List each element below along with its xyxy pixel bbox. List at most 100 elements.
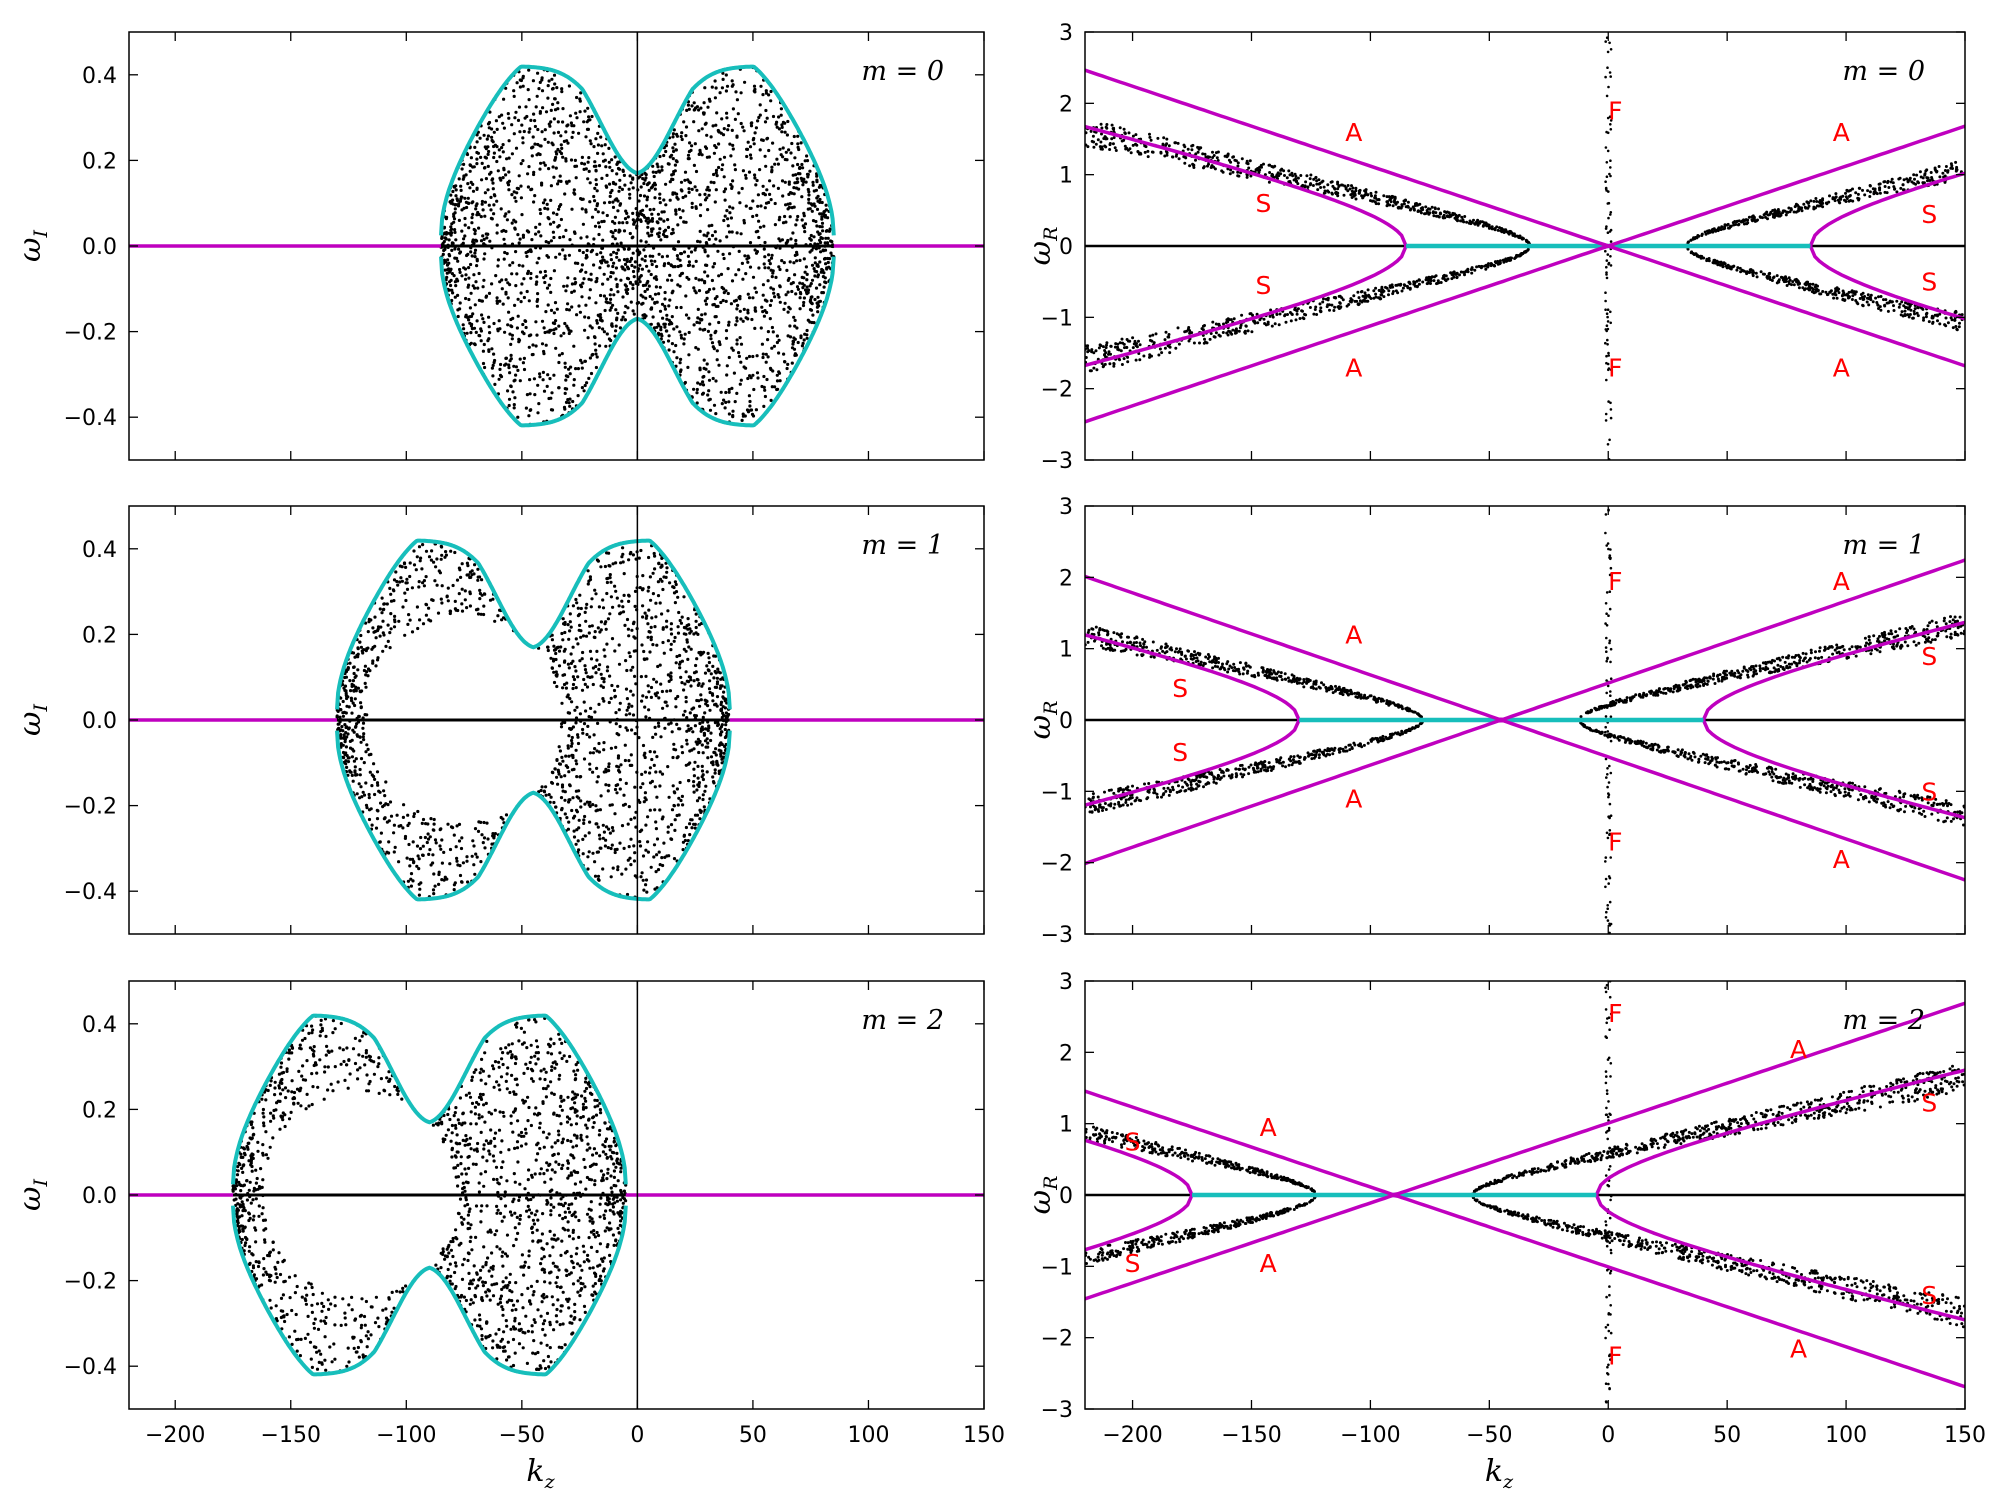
eigenvalue-point — [397, 619, 401, 623]
eigenvalue-point — [432, 817, 436, 822]
eigenvalue-point — [500, 618, 504, 622]
eigenvalue-point — [467, 276, 471, 280]
eigenvalue-point — [410, 630, 415, 634]
eigenvalue-point — [698, 382, 703, 386]
eigenvalue-point — [672, 350, 676, 354]
eigenvalue-point — [456, 608, 460, 613]
eigenvalue-point — [645, 195, 650, 199]
eigenvalue-point — [437, 569, 441, 573]
eigenvalue-point — [518, 237, 522, 241]
eigenvalue-point — [462, 266, 466, 270]
eigenvalue-point — [535, 333, 539, 337]
eigenvalue-point — [722, 127, 726, 131]
eigenvalue-point — [586, 569, 590, 573]
eigenvalue-point — [730, 279, 735, 283]
eigenvalue-point — [507, 156, 511, 160]
eigenvalue-point — [658, 201, 662, 205]
eigenvalue-point — [782, 307, 786, 311]
eigenvalue-point — [602, 677, 606, 681]
eigenvalue-point — [345, 696, 349, 701]
eigenvalue-point — [609, 253, 613, 257]
eigenvalue-point — [672, 639, 676, 643]
eigenvalue-point — [515, 191, 519, 195]
eigenvalue-point — [483, 200, 487, 204]
eigenvalue-point — [593, 860, 597, 864]
eigenvalue-point — [525, 393, 530, 397]
eigenvalue-point — [820, 225, 824, 229]
eigenvalue-point — [687, 107, 691, 111]
eigenvalue-point — [744, 272, 748, 276]
eigenvalue-point — [644, 219, 648, 223]
eigenvalue-point — [427, 852, 431, 857]
eigenvalue-point — [587, 715, 591, 719]
eigenvalue-point — [623, 268, 627, 272]
eigenvalue-point — [566, 375, 570, 379]
eigenvalue-point — [597, 164, 602, 168]
eigenvalue-point — [715, 349, 719, 353]
eigenvalue-point — [568, 697, 572, 701]
eigenvalue-point — [534, 282, 538, 286]
eigenvalue-point — [538, 80, 542, 84]
eigenvalue-point — [498, 1297, 502, 1301]
eigenvalue-point — [563, 361, 567, 365]
eigenvalue-point — [656, 721, 661, 725]
eigenvalue-point — [604, 165, 608, 169]
eigenvalue-point — [794, 186, 799, 190]
eigenvalue-point — [702, 805, 706, 809]
eigenvalue-point — [401, 815, 405, 820]
eigenvalue-point — [512, 132, 516, 136]
eigenvalue-point — [504, 173, 508, 177]
eigenvalue-point — [821, 291, 826, 295]
eigenvalue-point — [587, 316, 591, 320]
eigenvalue-point — [686, 724, 690, 728]
eigenvalue-point — [584, 671, 588, 675]
eigenvalue-point — [455, 277, 459, 281]
eigenvalue-point — [617, 765, 621, 769]
eigenvalue-point — [359, 706, 363, 710]
eigenvalue-point — [489, 1112, 494, 1116]
eigenvalue-point — [307, 1031, 311, 1035]
eigenvalue-point — [714, 379, 718, 383]
eigenvalue-point — [594, 137, 598, 141]
eigenvalue-point — [610, 169, 614, 173]
eigenvalue-point — [511, 316, 515, 320]
eigenvalue-point — [588, 288, 592, 292]
eigenvalue-point — [746, 311, 750, 315]
eigenvalue-point — [746, 292, 750, 296]
eigenvalue-point — [700, 775, 704, 779]
eigenvalue-point — [581, 250, 585, 255]
eigenvalue-point — [822, 257, 827, 261]
eigenvalue-point — [633, 816, 637, 820]
eigenvalue-point — [559, 796, 564, 800]
eigenvalue-point — [709, 738, 713, 743]
eigenvalue-point — [478, 334, 482, 338]
eigenvalue-point — [638, 844, 643, 848]
eigenvalue-point — [627, 634, 631, 638]
eigenvalue-point — [593, 588, 597, 592]
eigenvalue-point — [825, 241, 830, 245]
eigenvalue-point — [495, 301, 499, 305]
eigenvalue-points — [231, 1014, 628, 1375]
eigenvalue-point — [616, 868, 620, 872]
eigenvalue-point — [443, 247, 447, 251]
eigenvalue-point — [621, 169, 625, 173]
eigenvalue-point — [586, 582, 590, 586]
eigenvalue-point — [477, 271, 481, 276]
eigenvalue-point — [651, 164, 655, 168]
eigenvalue-point — [476, 567, 480, 571]
eigenvalue-point — [653, 750, 657, 754]
eigenvalue-point — [818, 283, 822, 287]
eigenvalue-point — [459, 195, 463, 199]
eigenvalue-point — [589, 142, 593, 146]
eigenvalue-point — [450, 222, 454, 226]
eigenvalue-point — [480, 1337, 484, 1341]
eigenvalue-point — [778, 147, 782, 151]
eigenvalue-point — [486, 145, 490, 149]
eigenvalue-point — [642, 649, 646, 654]
eigenvalue-point — [597, 605, 602, 609]
eigenvalue-point — [705, 196, 709, 200]
eigenvalue-point — [692, 387, 696, 391]
eigenvalue-point — [706, 745, 710, 749]
eigenvalue-point — [631, 177, 635, 181]
eigenvalue-point — [478, 591, 482, 596]
